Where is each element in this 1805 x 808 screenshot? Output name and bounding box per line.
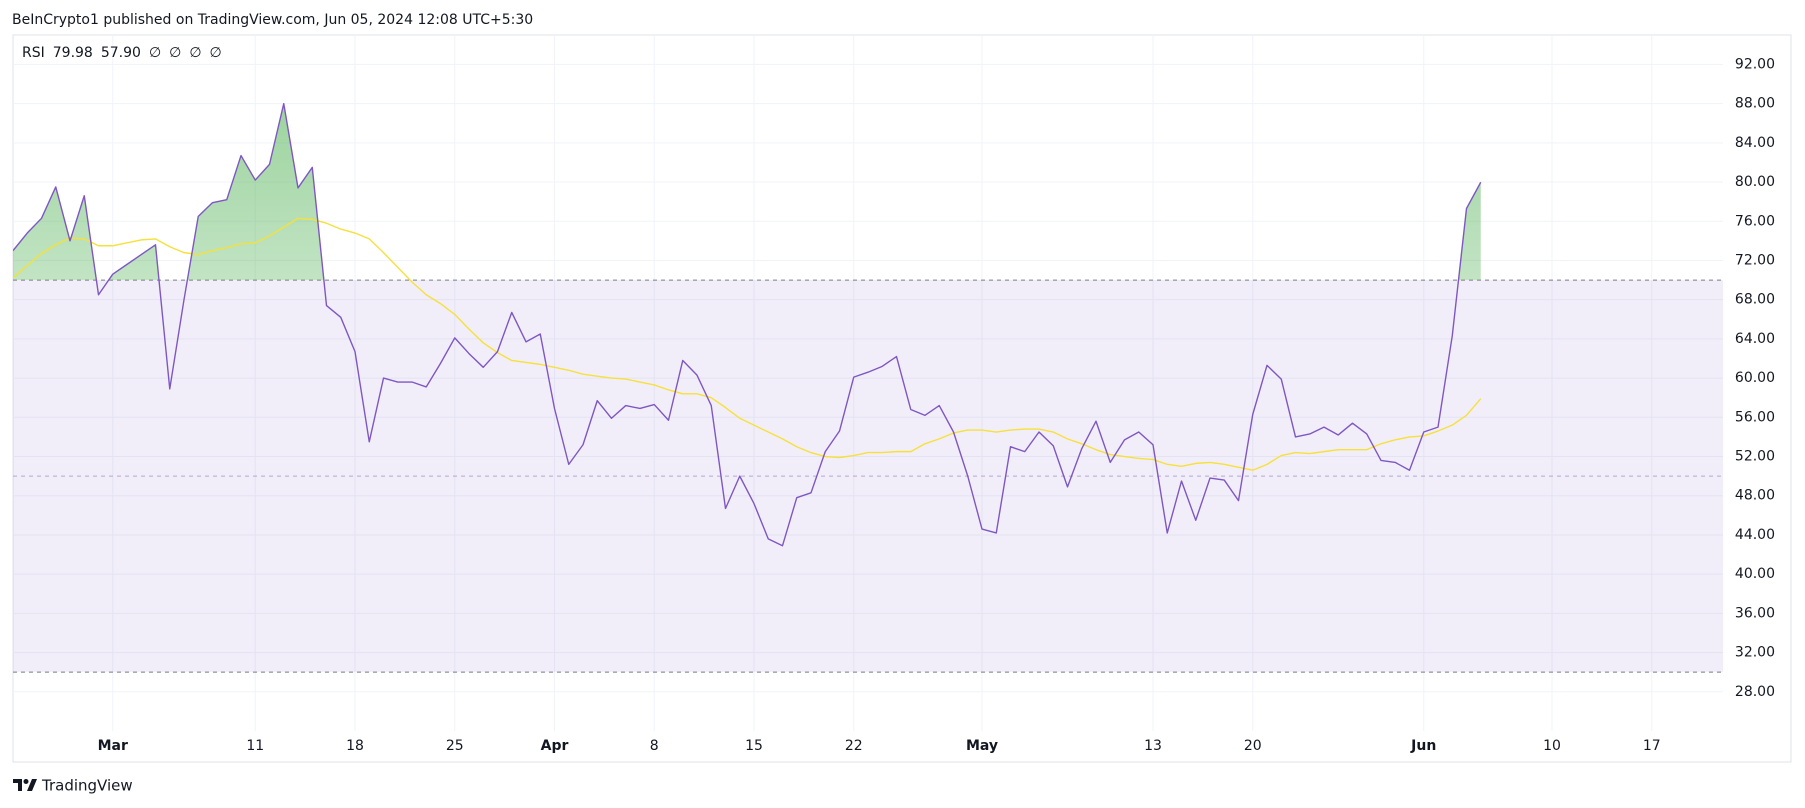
x-tick-label: 22 [845,738,863,754]
y-tick-label: 56.00 [1735,409,1775,425]
x-tick-label: 10 [1543,738,1561,754]
y-tick-label: 60.00 [1735,370,1775,386]
y-tick-label: 64.00 [1735,331,1775,347]
y-tick-label: 80.00 [1735,174,1775,190]
legend-item: 57.90 [101,45,141,61]
x-tick-label: 18 [346,738,364,754]
y-tick-label: 76.00 [1735,213,1775,229]
legend-item: ∅ [169,45,181,61]
x-tick-label: Mar [98,738,128,754]
y-tick-label: 48.00 [1735,488,1775,504]
y-tick-label: 44.00 [1735,527,1775,543]
x-tick-label: 8 [650,738,659,754]
x-tick-label: Jun [1410,738,1436,754]
x-tick-label: May [966,738,998,754]
y-tick-label: 28.00 [1735,684,1775,700]
series-line [13,102,1482,547]
x-tick-label: 20 [1244,738,1262,754]
overbought-fill [13,103,1481,281]
y-tick-label: 84.00 [1735,135,1775,151]
legend-item: ∅ [189,45,201,61]
x-tick-label: 11 [246,738,264,754]
y-tick-label: 72.00 [1735,252,1775,268]
legend-item: ∅ [149,45,161,61]
x-tick-label: 25 [446,738,464,754]
footer-brand: TradingView [41,777,133,795]
x-tick-label: 13 [1144,738,1162,754]
y-tick-label: 92.00 [1735,56,1775,72]
legend-item: 79.98 [53,45,93,61]
legend-item: ∅ [210,45,222,61]
legend-item: RSI [22,45,45,61]
y-tick-label: 68.00 [1735,292,1775,308]
y-tick-label: 40.00 [1735,566,1775,582]
x-tick-label: Apr [541,738,569,754]
logo [13,779,37,791]
y-tick-label: 52.00 [1735,449,1775,465]
y-tick-label: 36.00 [1735,605,1775,621]
y-tick-label: 32.00 [1735,645,1775,661]
y-tick-label: 88.00 [1735,96,1775,112]
chart-frame [12,34,1792,763]
series-line [13,217,1482,471]
x-tick-label: 17 [1643,738,1661,754]
header: BeInCrypto1 published on TradingView.com… [12,12,533,28]
x-tick-label: 15 [745,738,763,754]
